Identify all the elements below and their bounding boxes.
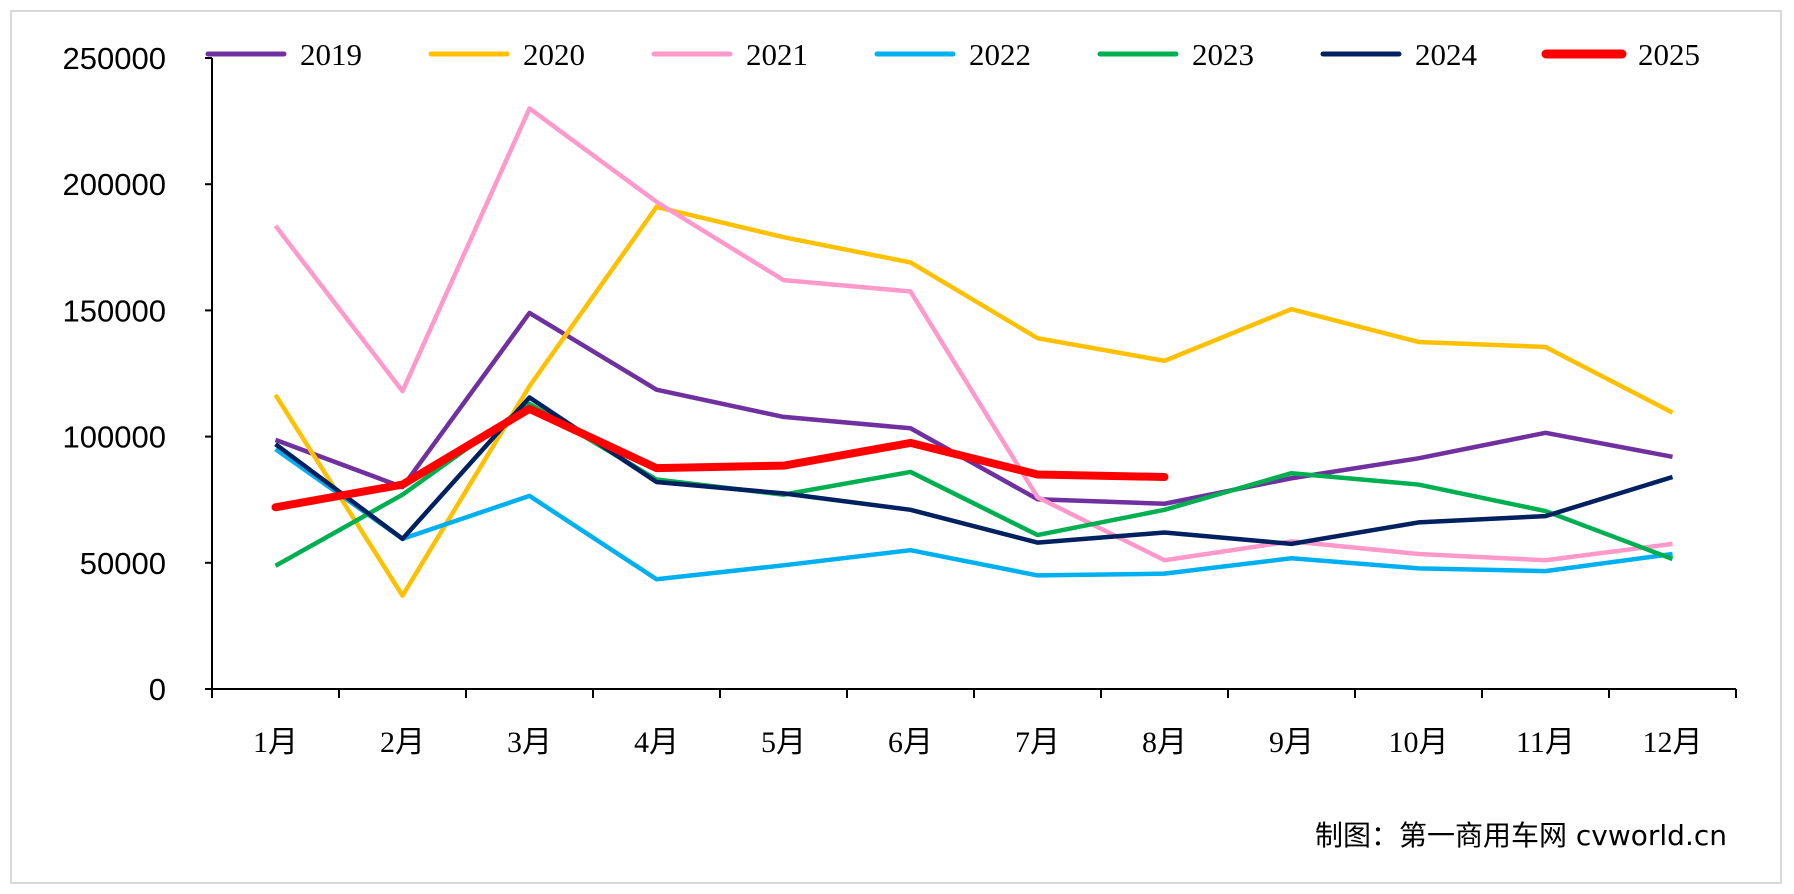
y-tick-label: 100000: [63, 420, 166, 455]
source-annotation: 制图：第一商用车网 cvworld.cn: [1315, 819, 1727, 852]
legend-item-2019: 2019: [205, 37, 362, 72]
x-tick-label: 3月: [507, 726, 552, 759]
series-line-2023: [274, 401, 1674, 568]
legend-label: 2023: [1192, 37, 1254, 72]
legend-item-2022: 2022: [874, 37, 1031, 72]
series-line-2024: [274, 395, 1674, 547]
series-line-2022: [274, 447, 1673, 582]
x-tick-label: 5月: [761, 726, 806, 759]
series-line-2021: [273, 106, 1673, 563]
x-tick-label: 2月: [380, 726, 425, 759]
legend-label: 2020: [523, 37, 585, 72]
legend-label: 2019: [300, 37, 362, 72]
series-line-2025: [271, 404, 1169, 512]
y-tick-label: 0: [149, 672, 166, 707]
legend-label: 2025: [1638, 37, 1700, 72]
legend-item-2020: 2020: [428, 37, 585, 72]
legend-item-2021: 2021: [651, 37, 808, 72]
y-tick-label: 250000: [63, 41, 166, 76]
legend-item-2025: 2025: [1541, 37, 1700, 72]
x-tick-label: 11月: [1516, 726, 1575, 759]
x-tick-label: 12月: [1643, 726, 1703, 759]
chart-frame: [10, 10, 1782, 884]
legend-item-2023: 2023: [1097, 37, 1254, 72]
x-tick-label: 1月: [253, 726, 298, 759]
series-line-2019: [274, 310, 1673, 506]
legend-label: 2024: [1415, 37, 1478, 72]
x-tick-label: 9月: [1269, 726, 1314, 759]
legend-item-2024: 2024: [1320, 37, 1478, 72]
x-tick-label: 8月: [1142, 726, 1187, 759]
legend-label: 2022: [969, 37, 1031, 72]
x-tick-label: 4月: [634, 726, 679, 759]
series-line-2020: [273, 204, 1674, 598]
x-tick-label: 7月: [1015, 726, 1060, 759]
x-tick-label: 6月: [888, 726, 933, 759]
y-tick-label: 50000: [80, 546, 166, 581]
legend-label: 2021: [746, 37, 808, 72]
y-tick-label: 200000: [63, 167, 166, 202]
y-tick-label: 150000: [63, 293, 166, 328]
x-tick-label: 10月: [1389, 726, 1449, 759]
